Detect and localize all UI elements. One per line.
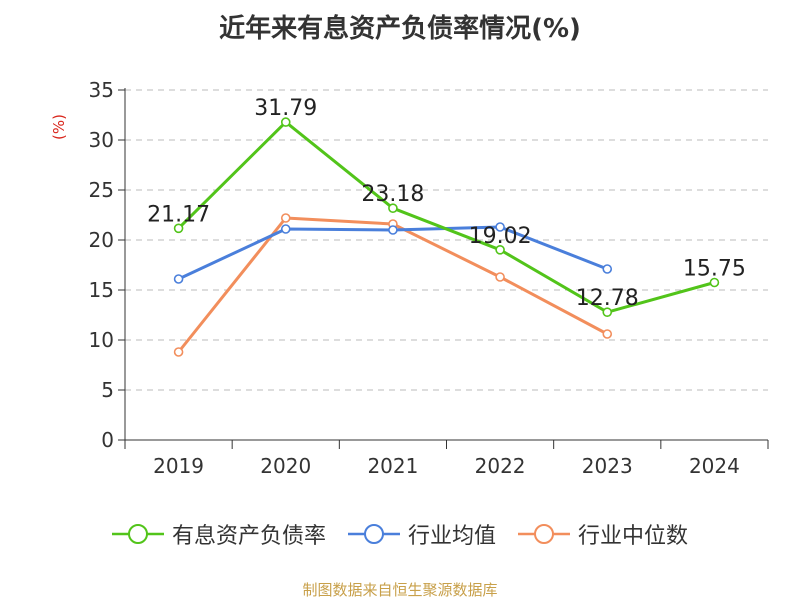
data-label: 23.18 — [361, 182, 424, 207]
legend: 有息资产负债率 行业均值 行业中位数 — [0, 518, 800, 550]
grid-lines — [125, 89, 768, 391]
data-point — [495, 245, 505, 255]
y-tick-label: 15 — [89, 278, 114, 302]
legend-item[interactable]: 有息资产负债率 — [111, 518, 326, 550]
data-label: 12.78 — [576, 286, 639, 311]
y-tick-label: 20 — [89, 228, 114, 252]
y-tick-label: 30 — [89, 128, 114, 152]
axes: 0 5 10 15 20 25 30 35 2019 2020 2021 2022 2023 2024 — [89, 78, 769, 478]
data-point — [173, 347, 184, 357]
data-point — [602, 307, 613, 318]
legend-item[interactable]: 行业中位数 — [518, 518, 688, 550]
x-tick-label: 2019 — [153, 454, 204, 478]
x-tick-label: 2021 — [367, 454, 418, 478]
x-tick-label: 2020 — [260, 454, 311, 478]
data-label: 15.75 — [683, 257, 746, 282]
y-tick-label: 25 — [89, 178, 114, 202]
x-tick-label: 2024 — [689, 454, 740, 478]
y-tick-label: 5 — [101, 378, 114, 402]
legend-label: 行业中位数 — [578, 524, 689, 549]
data-point — [280, 117, 291, 127]
series-lines — [173, 117, 720, 357]
source-note: 制图数据来自恒生聚源数据库 — [302, 581, 498, 599]
legend-label: 有息资产负债率 — [171, 524, 326, 549]
x-tick-label: 2022 — [475, 454, 526, 478]
chart-title: 近年来有息资产负债率情况(%) — [219, 14, 581, 44]
y-tick-label: 10 — [89, 328, 114, 352]
y-axis-label: (%) — [50, 114, 68, 140]
legend-marker — [111, 524, 164, 544]
y-tick-label: 0 — [101, 428, 114, 452]
data-point — [602, 264, 613, 274]
legend-marker — [347, 524, 400, 544]
series-line — [177, 216, 608, 353]
data-point — [280, 213, 291, 223]
data-point — [173, 223, 184, 234]
data-label: 19.02 — [469, 224, 532, 249]
data-point — [280, 224, 291, 234]
data-point — [602, 329, 613, 339]
data-point — [388, 203, 398, 213]
data-point — [495, 222, 505, 232]
data-label: 21.17 — [147, 202, 210, 227]
data-point — [173, 274, 184, 284]
data-point — [495, 272, 505, 282]
y-tick-label: 35 — [89, 78, 114, 102]
x-tick-label: 2023 — [582, 454, 633, 478]
data-point — [388, 225, 398, 235]
legend-marker — [518, 524, 570, 544]
legend-item[interactable]: 行业均值 — [347, 518, 496, 550]
series-line — [177, 120, 715, 314]
legend-label: 行业均值 — [407, 524, 496, 549]
data-label: 31.79 — [254, 96, 317, 121]
data-labels: 21.17 31.79 23.18 19.02 12.78 15.75 — [147, 96, 746, 311]
data-point — [709, 277, 720, 288]
